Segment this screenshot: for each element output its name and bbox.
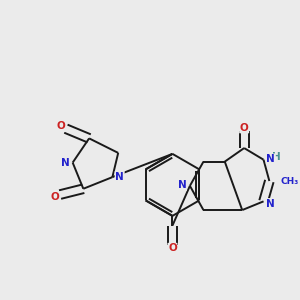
Text: O: O bbox=[240, 123, 248, 133]
Text: N: N bbox=[178, 180, 186, 190]
Text: N: N bbox=[61, 158, 70, 168]
Text: N: N bbox=[115, 172, 124, 182]
Text: O: O bbox=[50, 192, 59, 202]
Text: CH₃: CH₃ bbox=[280, 176, 298, 185]
Text: O: O bbox=[168, 243, 177, 254]
Text: H: H bbox=[60, 158, 69, 168]
Text: N: N bbox=[266, 199, 275, 209]
Text: N: N bbox=[266, 154, 275, 164]
Text: O: O bbox=[56, 122, 65, 131]
Text: H: H bbox=[272, 152, 281, 162]
